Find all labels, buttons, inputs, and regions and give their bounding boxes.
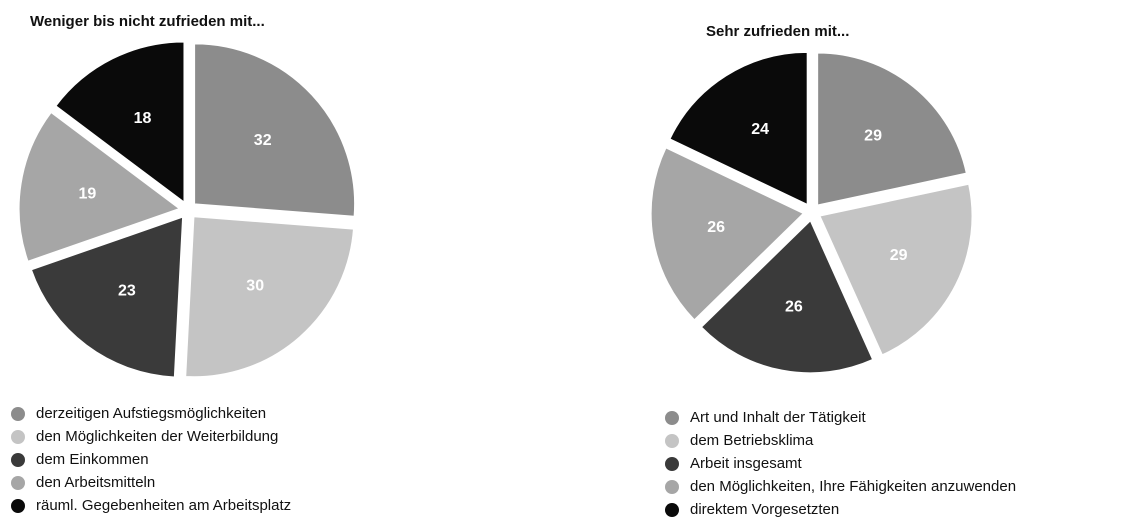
data-label: 24 <box>751 121 769 138</box>
legend-marker <box>665 434 679 448</box>
data-label: 23 <box>118 283 136 300</box>
legend-label: direktem Vorgesetzten <box>690 501 839 518</box>
legend-label: derzeitigen Aufstiegsmöglichkeiten <box>36 405 266 422</box>
data-label: 19 <box>79 186 97 203</box>
legend-label: räuml. Gegebenheiten am Arbeitsplatz <box>36 497 291 514</box>
legend-marker <box>665 503 679 517</box>
pie-slice <box>817 52 967 206</box>
pie-slice <box>18 111 181 262</box>
data-label: 30 <box>246 278 264 295</box>
legend-marker <box>665 411 679 425</box>
legend-marker <box>665 480 679 494</box>
legend-label: Art und Inhalt der Tätigkeit <box>690 409 866 426</box>
legend-marker <box>11 453 25 467</box>
data-label: 29 <box>864 128 882 145</box>
data-label: 18 <box>134 110 152 127</box>
legend-marker <box>665 457 679 471</box>
data-label: 32 <box>254 132 272 149</box>
legend-label: dem Betriebsklima <box>690 432 814 449</box>
data-label: 29 <box>890 247 908 264</box>
legend-marker <box>11 407 25 421</box>
legend-marker <box>11 430 25 444</box>
legend-label: den Möglichkeiten der Weiterbildung <box>36 428 278 445</box>
legend-label: dem Einkommen <box>36 451 149 468</box>
legend-label: den Möglichkeiten, Ihre Fähigkeiten anzu… <box>690 478 1016 495</box>
pie-slice <box>185 216 355 378</box>
pie-slice <box>194 43 356 217</box>
chart-title: Sehr zufrieden mit... <box>706 23 849 40</box>
chart-title: Weniger bis nicht zufrieden mit... <box>30 13 265 30</box>
legend-marker <box>11 499 25 513</box>
pie-slice <box>669 51 808 206</box>
data-label: 26 <box>707 219 725 236</box>
pie-slice <box>55 41 185 203</box>
data-label: 26 <box>785 299 803 316</box>
legend-marker <box>11 476 25 490</box>
pie-slice <box>819 183 973 356</box>
legend-label: den Arbeitsmitteln <box>36 474 155 491</box>
pie-slice <box>30 216 184 378</box>
pie-slice <box>650 147 804 321</box>
legend-label: Arbeit insgesamt <box>690 455 803 472</box>
pie-slice <box>700 219 874 374</box>
